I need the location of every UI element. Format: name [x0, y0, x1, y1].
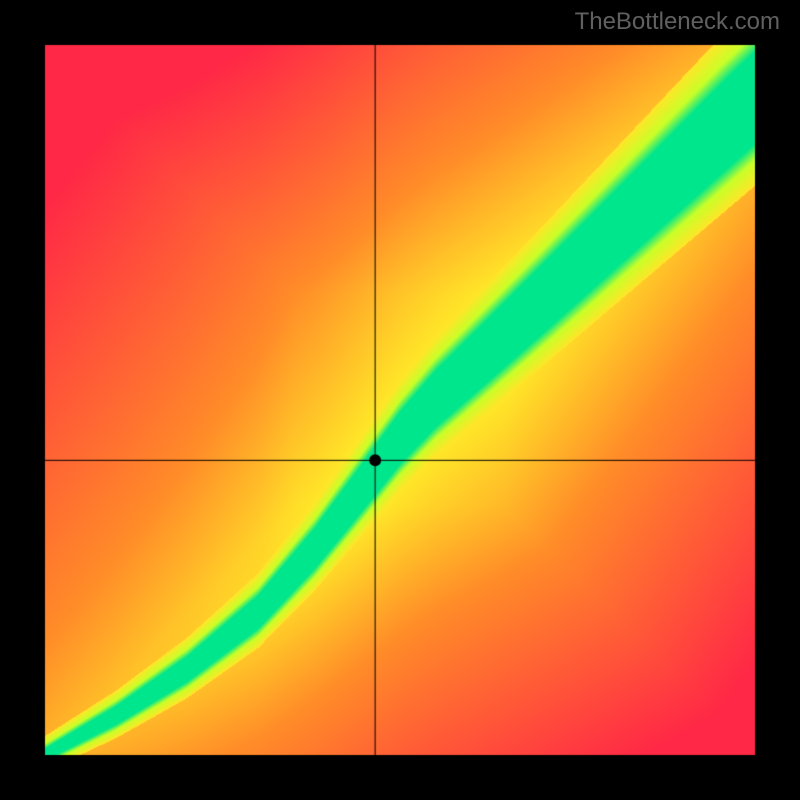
watermark-text: TheBottleneck.com	[575, 8, 780, 36]
bottleneck-heatmap	[0, 0, 800, 800]
